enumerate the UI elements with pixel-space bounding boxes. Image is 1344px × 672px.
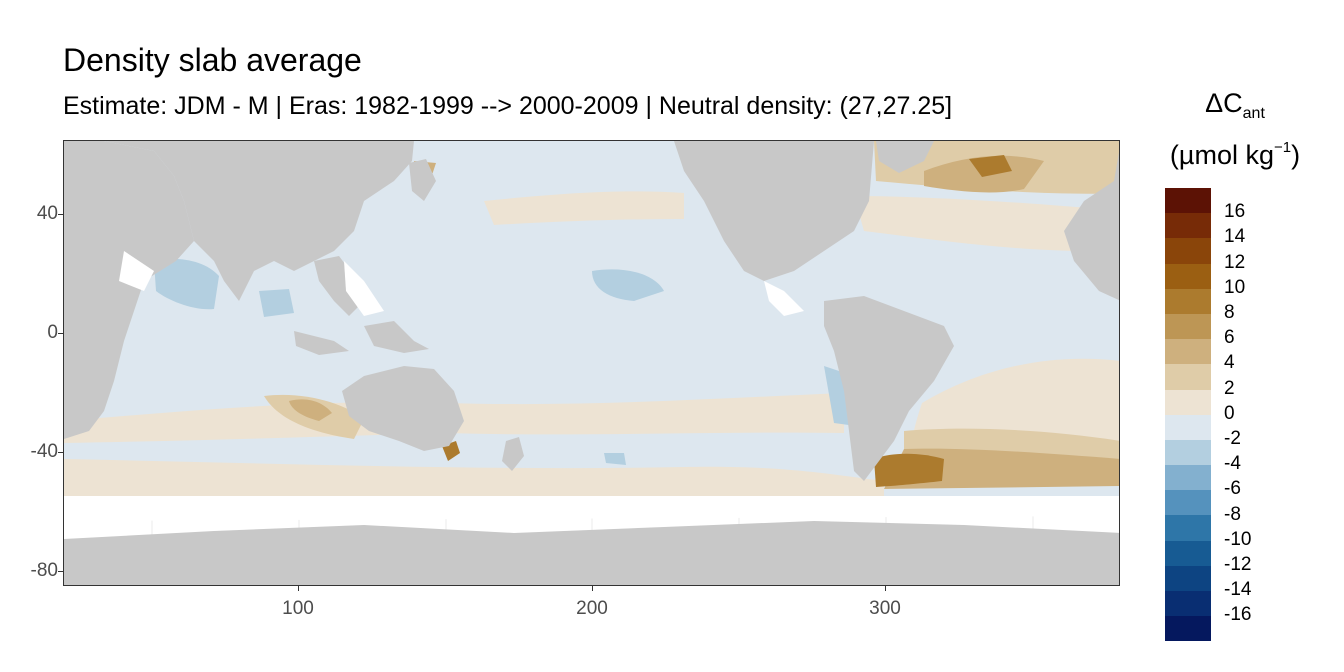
legend-swatch (1165, 565, 1211, 591)
legend-swatch (1165, 313, 1211, 340)
legend-label: 4 (1224, 352, 1235, 374)
x-tick-label: 300 (869, 598, 901, 619)
legend-swatch (1165, 414, 1211, 440)
coastal-gaps (64, 251, 1119, 521)
y-tick-mark (58, 214, 63, 215)
legend-label: -10 (1224, 528, 1252, 550)
legend-unit: (µmol kg−1) (1160, 139, 1310, 171)
legend-swatch (1165, 515, 1211, 541)
legend-swatch (1165, 288, 1211, 314)
y-tick-label: 40 (36, 203, 58, 224)
legend-swatch (1165, 616, 1211, 642)
legend-label: -2 (1224, 428, 1241, 449)
legend-swatch (1165, 188, 1211, 214)
legend-title: ΔCant (µmol kg−1) (1160, 88, 1310, 171)
x-tick-label: 200 (576, 598, 608, 619)
ocean-map (64, 141, 1119, 585)
legend-label: 14 (1224, 226, 1246, 248)
y-tick-mark (58, 452, 63, 453)
map-panel (63, 140, 1120, 586)
plot-subtitle: Estimate: JDM - M | Eras: 1982-1999 --> … (63, 92, 953, 120)
legend-label: 8 (1224, 302, 1235, 323)
legend-label: 6 (1224, 327, 1235, 349)
y-tick-mark (58, 571, 63, 572)
legend-swatch (1165, 490, 1211, 516)
legend-label: 2 (1224, 377, 1235, 399)
legend-swatch (1165, 540, 1211, 566)
legend-swatch (1165, 213, 1211, 239)
legend-swatch (1165, 339, 1211, 365)
legend-label: -14 (1224, 579, 1252, 601)
y-tick-mark (58, 333, 63, 334)
legend-unit-base: (µmol kg (1169, 140, 1274, 170)
legend-label: -6 (1224, 478, 1241, 500)
legend-swatch (1165, 465, 1211, 491)
x-tick-mark (592, 586, 593, 591)
legend-unit-exponent: −1 (1273, 139, 1292, 156)
legend-title-symbol: ΔC (1205, 88, 1243, 118)
land (64, 141, 1119, 585)
y-tick-label: 0 (47, 322, 58, 343)
legend-swatch (1165, 439, 1211, 466)
y-tick-label: -40 (30, 441, 58, 462)
legend-label: -12 (1224, 554, 1252, 575)
legend-swatch (1165, 389, 1211, 415)
legend-title-subscript: ant (1242, 105, 1265, 122)
legend-label: 12 (1224, 251, 1246, 273)
legend-unit-close: ) (1291, 140, 1301, 170)
legend-swatch (1165, 591, 1211, 617)
x-tick-label: 100 (282, 598, 314, 619)
legend-label: 10 (1224, 276, 1246, 298)
x-tick-mark (885, 586, 886, 591)
legend-label: 16 (1224, 201, 1246, 223)
x-tick-mark (298, 586, 299, 591)
legend-label: 0 (1224, 402, 1235, 424)
legend-label: -4 (1224, 453, 1241, 475)
legend-label: -16 (1224, 604, 1252, 626)
legend-swatch (1165, 364, 1211, 390)
legend-label: -8 (1224, 503, 1241, 525)
plot-title: Density slab average (63, 42, 362, 78)
y-tick-label: -80 (30, 560, 58, 581)
legend-swatch (1165, 263, 1211, 289)
legend-colorbar (1165, 188, 1211, 642)
legend-swatch (1165, 238, 1211, 264)
